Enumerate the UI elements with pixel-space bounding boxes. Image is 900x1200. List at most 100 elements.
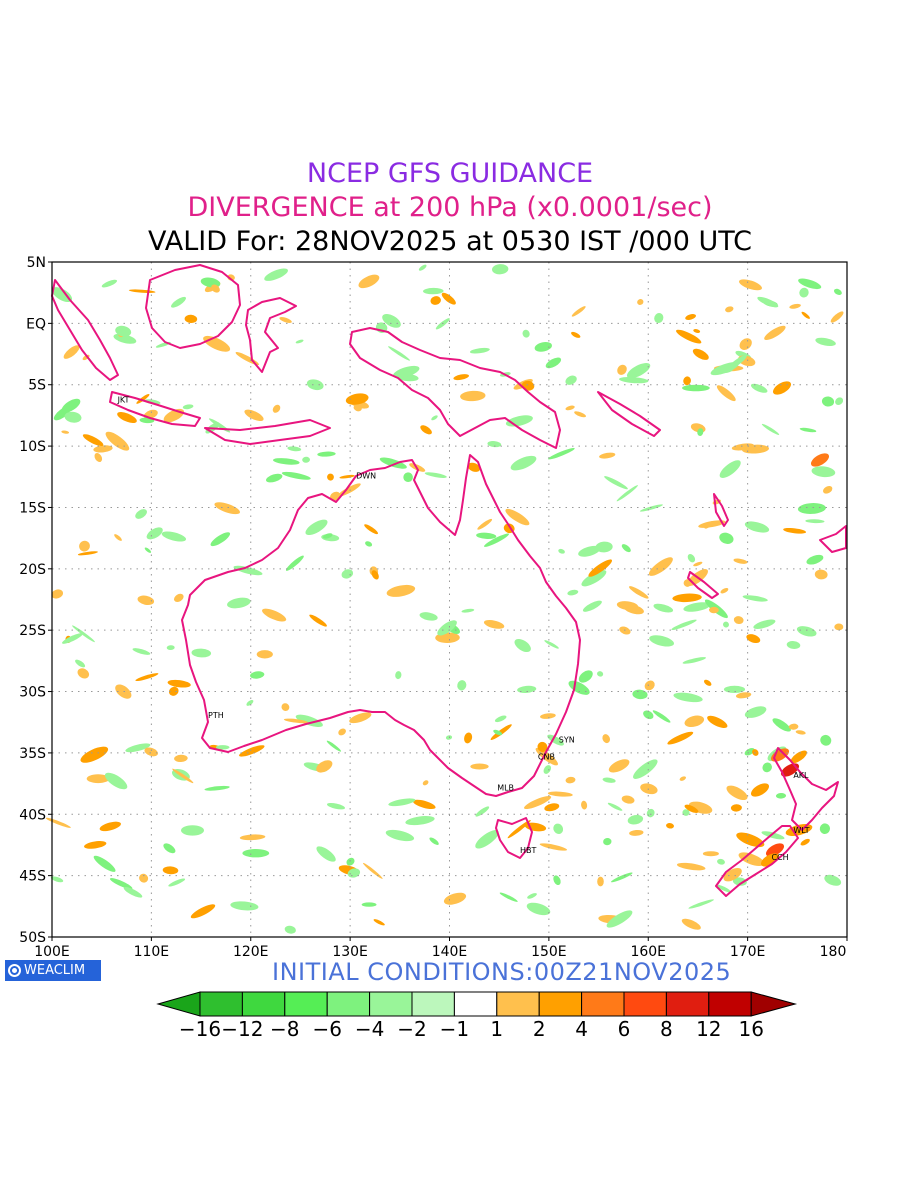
lat-label: 30S	[19, 685, 46, 701]
shade-blob	[761, 831, 785, 840]
shade-blob	[725, 306, 734, 313]
shade-blob	[61, 398, 81, 413]
shade-blob	[365, 541, 373, 547]
shade-blob	[470, 763, 489, 770]
shade-blob	[51, 287, 73, 303]
shade-blob	[388, 798, 416, 807]
shade-blob	[115, 684, 132, 699]
shade-blob	[338, 728, 346, 736]
shade-blob	[413, 799, 436, 810]
lat-label: 5N	[27, 255, 46, 271]
shade-blob	[99, 821, 121, 832]
shade-blob	[329, 491, 341, 501]
shade-blob	[431, 415, 438, 421]
shade-blob	[667, 731, 694, 745]
shade-blob	[469, 347, 490, 354]
shade-blob	[643, 710, 654, 720]
shade-blob	[666, 823, 674, 829]
shade-blob	[382, 314, 401, 328]
colorbar-label: 8	[660, 1017, 673, 1041]
shade-blob	[738, 852, 765, 867]
colorbar-label: −2	[397, 1017, 426, 1041]
city-label-cch: CCH	[771, 853, 788, 862]
shade-blob	[821, 396, 835, 407]
shade-blob	[460, 390, 486, 402]
shade-blob	[607, 802, 623, 811]
shade-blob	[272, 404, 281, 413]
map-gridlines	[52, 262, 847, 937]
shade-blob	[79, 540, 90, 552]
shade-blob	[621, 544, 631, 553]
shade-blob	[265, 473, 283, 483]
shade-blob	[824, 874, 842, 886]
colorbar-box	[199, 991, 243, 1017]
shade-blob	[834, 623, 844, 631]
shade-blob	[64, 411, 82, 423]
shade-blob	[733, 616, 744, 625]
shade-blob	[418, 264, 427, 271]
shade-blob	[616, 601, 639, 611]
shade-blob	[753, 619, 776, 629]
shade-blob	[798, 278, 822, 290]
shade-blob	[104, 772, 128, 790]
shade-blob	[405, 816, 435, 826]
shade-blob	[567, 589, 579, 596]
shade-blob	[681, 918, 701, 930]
shade-blob	[420, 425, 432, 435]
coast-java	[109, 391, 201, 427]
city-label-hbt: HBT	[520, 846, 537, 855]
shade-blob	[723, 621, 729, 628]
lon-label: 150E	[531, 944, 567, 960]
shade-blob	[144, 399, 161, 405]
shade-blob	[494, 715, 507, 723]
colorbar-box	[538, 991, 583, 1017]
colorbar-box	[241, 991, 286, 1017]
shade-blob	[707, 715, 728, 729]
shade-blob	[648, 557, 673, 576]
shade-blob	[683, 579, 692, 587]
shade-blob	[806, 554, 824, 565]
colorbar-box	[411, 991, 455, 1017]
shade-blob	[173, 593, 184, 603]
coast-sumatra	[51, 279, 119, 381]
shade-core	[810, 453, 830, 467]
shade-blob	[214, 502, 240, 515]
shade-blob	[801, 311, 810, 319]
shade-blob	[639, 504, 663, 512]
shade-blob	[629, 586, 649, 599]
shade-blob	[403, 472, 413, 483]
shade-blob	[619, 376, 649, 384]
shade-blob	[653, 603, 674, 613]
shade-blob	[571, 331, 581, 338]
lon-label: 170E	[730, 944, 766, 960]
city-label-syn: SYN	[559, 735, 575, 744]
shade-blob	[80, 746, 109, 763]
shade-blob	[727, 355, 747, 370]
shade-blob	[490, 724, 512, 740]
shade-core	[765, 843, 785, 857]
shade-blob	[483, 620, 505, 629]
shade-blob	[211, 284, 220, 293]
shade-blob	[204, 785, 230, 791]
shade-blob	[726, 785, 748, 801]
shade-blob	[429, 837, 439, 845]
lon-label: 140E	[432, 944, 468, 960]
shade-blob	[739, 279, 762, 291]
shade-blob	[582, 600, 602, 612]
shade-blob	[800, 838, 810, 846]
shade-blob	[545, 357, 562, 369]
shade-blob	[704, 521, 714, 529]
shade-blob	[719, 532, 734, 544]
shade-blob	[361, 902, 377, 907]
colorbar-label: 4	[575, 1017, 588, 1041]
shade-blob	[629, 829, 644, 836]
shade-blob	[833, 288, 842, 295]
colorbar-label: −8	[270, 1017, 299, 1041]
shade-blob	[373, 919, 385, 926]
shade-blob	[717, 858, 725, 865]
shade-blob	[797, 503, 826, 514]
shade-blob	[603, 837, 612, 846]
shade-blob	[499, 892, 518, 902]
shade-blob	[786, 641, 801, 649]
